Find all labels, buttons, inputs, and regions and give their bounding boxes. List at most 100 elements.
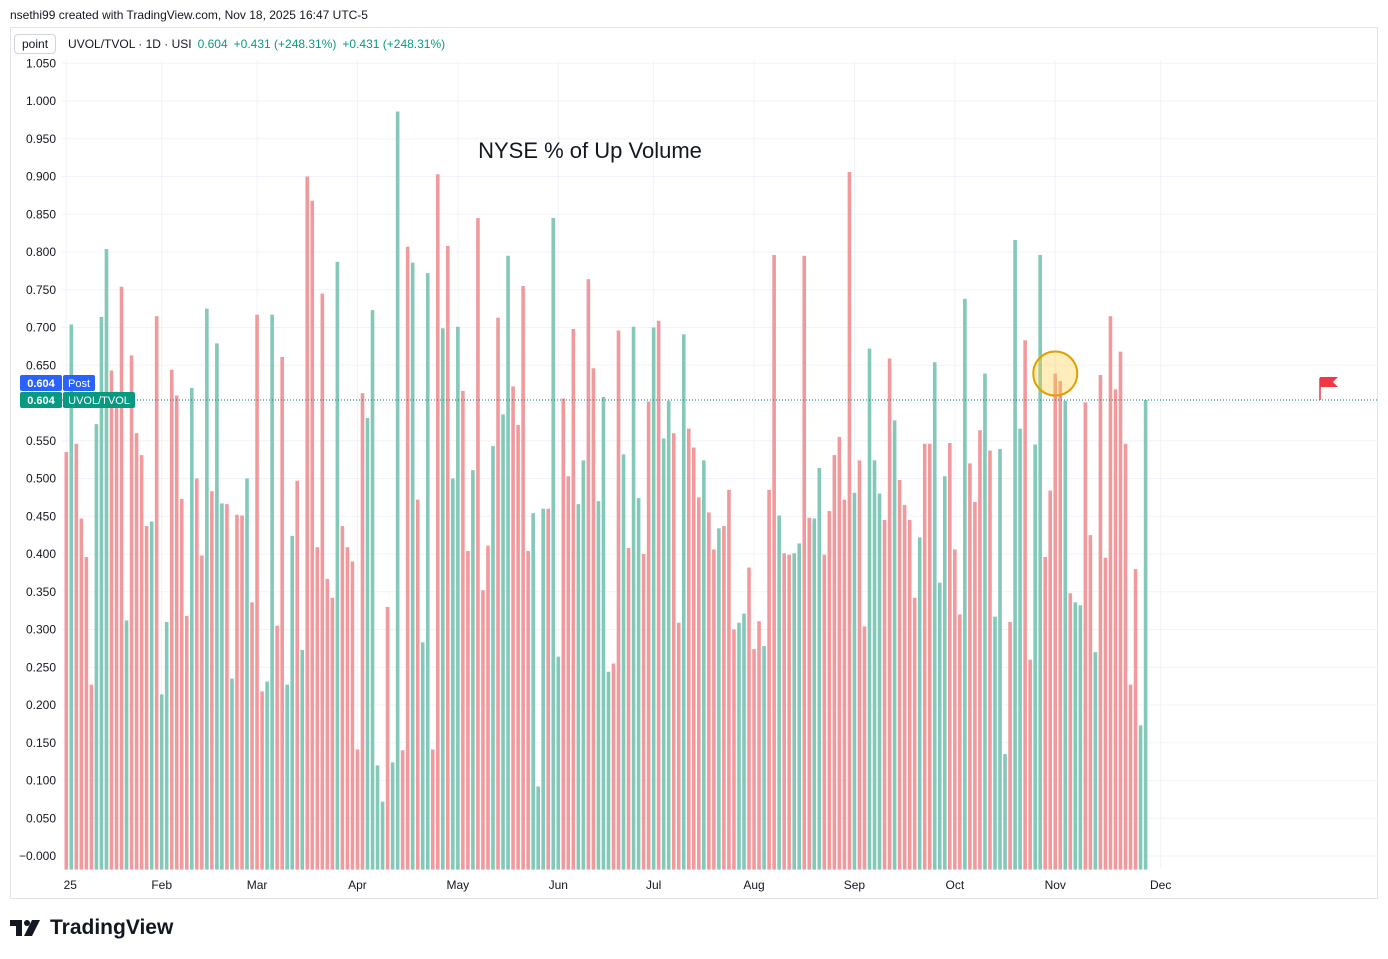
bar[interactable] [541, 508, 545, 870]
bar[interactable] [772, 255, 776, 870]
bar[interactable] [1133, 569, 1138, 870]
bar[interactable] [676, 622, 681, 870]
bar[interactable] [661, 438, 666, 870]
bar[interactable] [290, 535, 294, 870]
bar[interactable] [1008, 621, 1012, 870]
bar[interactable] [1138, 725, 1143, 870]
bar[interactable] [1013, 239, 1017, 870]
bar[interactable] [807, 517, 812, 870]
bar[interactable] [461, 390, 465, 870]
bar[interactable] [300, 649, 305, 870]
bar[interactable] [1058, 381, 1063, 870]
bar[interactable] [953, 549, 957, 870]
bar[interactable] [727, 489, 731, 870]
bar[interactable] [205, 308, 209, 870]
bar[interactable] [310, 200, 315, 870]
bar[interactable] [94, 424, 99, 870]
bar[interactable] [1073, 602, 1078, 870]
bar[interactable] [1103, 557, 1108, 870]
bar[interactable] [797, 543, 802, 870]
bar[interactable] [656, 320, 661, 870]
bar[interactable] [671, 433, 676, 870]
bar[interactable] [571, 329, 576, 870]
bar[interactable] [651, 327, 656, 870]
bar[interactable] [948, 443, 952, 870]
bar[interactable] [877, 493, 882, 870]
bar[interactable] [872, 460, 877, 870]
bar[interactable] [958, 614, 962, 870]
bar[interactable] [646, 401, 651, 870]
bar[interactable] [1043, 557, 1047, 870]
bar[interactable] [471, 470, 475, 870]
bar[interactable] [245, 478, 249, 870]
bar[interactable] [611, 663, 616, 870]
bar[interactable] [1108, 316, 1113, 870]
bar[interactable] [491, 446, 495, 870]
bar[interactable] [566, 476, 571, 870]
bar[interactable] [69, 324, 74, 870]
bar[interactable] [159, 694, 164, 870]
bar[interactable] [963, 298, 967, 870]
bar[interactable] [144, 526, 149, 870]
bar[interactable] [1118, 351, 1123, 870]
bar[interactable] [486, 545, 490, 870]
bar[interactable] [932, 362, 937, 870]
bar[interactable] [1068, 593, 1073, 870]
bar[interactable] [124, 620, 129, 870]
bar[interactable] [752, 649, 756, 870]
bar[interactable] [712, 549, 716, 870]
bar[interactable] [240, 515, 244, 870]
bar[interactable] [456, 326, 460, 870]
bar[interactable] [591, 368, 596, 870]
bar[interactable] [380, 801, 385, 870]
bar[interactable] [496, 317, 500, 870]
bar[interactable] [215, 343, 219, 870]
bar[interactable] [325, 578, 330, 870]
bar[interactable] [757, 621, 761, 870]
bar[interactable] [867, 348, 872, 870]
bar[interactable] [260, 691, 264, 870]
bar[interactable] [129, 355, 134, 870]
bar[interactable] [842, 499, 847, 870]
bar[interactable] [742, 613, 746, 870]
bar[interactable] [1033, 444, 1037, 870]
bar[interactable] [762, 646, 766, 870]
bar[interactable] [546, 508, 551, 870]
bar[interactable] [235, 514, 239, 870]
bar[interactable] [350, 561, 355, 870]
bar[interactable] [320, 293, 325, 870]
bar[interactable] [616, 330, 621, 870]
bar[interactable] [109, 370, 114, 870]
bar[interactable] [697, 497, 701, 870]
bar[interactable] [420, 642, 425, 870]
bar[interactable] [702, 460, 706, 870]
bar[interactable] [636, 498, 641, 870]
bar[interactable] [832, 455, 837, 870]
bar[interactable] [476, 218, 480, 870]
bar[interactable] [887, 358, 892, 870]
bar[interactable] [400, 750, 405, 870]
bar[interactable] [430, 749, 435, 870]
bar[interactable] [395, 111, 400, 870]
bar[interactable] [1088, 535, 1093, 870]
bar[interactable] [275, 625, 279, 870]
bar[interactable] [606, 671, 611, 870]
bar[interactable] [983, 373, 987, 870]
bar[interactable] [179, 498, 184, 870]
bar[interactable] [425, 273, 430, 870]
bar[interactable] [621, 454, 626, 870]
bar[interactable] [335, 261, 340, 870]
bar[interactable] [1053, 373, 1058, 870]
bar[interactable] [787, 554, 791, 870]
bar[interactable] [330, 597, 335, 870]
bar[interactable] [993, 616, 997, 870]
bar[interactable] [79, 518, 84, 870]
bar[interactable] [74, 443, 79, 870]
bar[interactable] [937, 582, 942, 870]
bar[interactable] [1078, 605, 1083, 870]
bar[interactable] [99, 316, 104, 870]
bar[interactable] [1083, 402, 1088, 870]
bar[interactable] [280, 356, 284, 870]
bar[interactable] [375, 765, 380, 870]
bar[interactable] [340, 526, 345, 870]
